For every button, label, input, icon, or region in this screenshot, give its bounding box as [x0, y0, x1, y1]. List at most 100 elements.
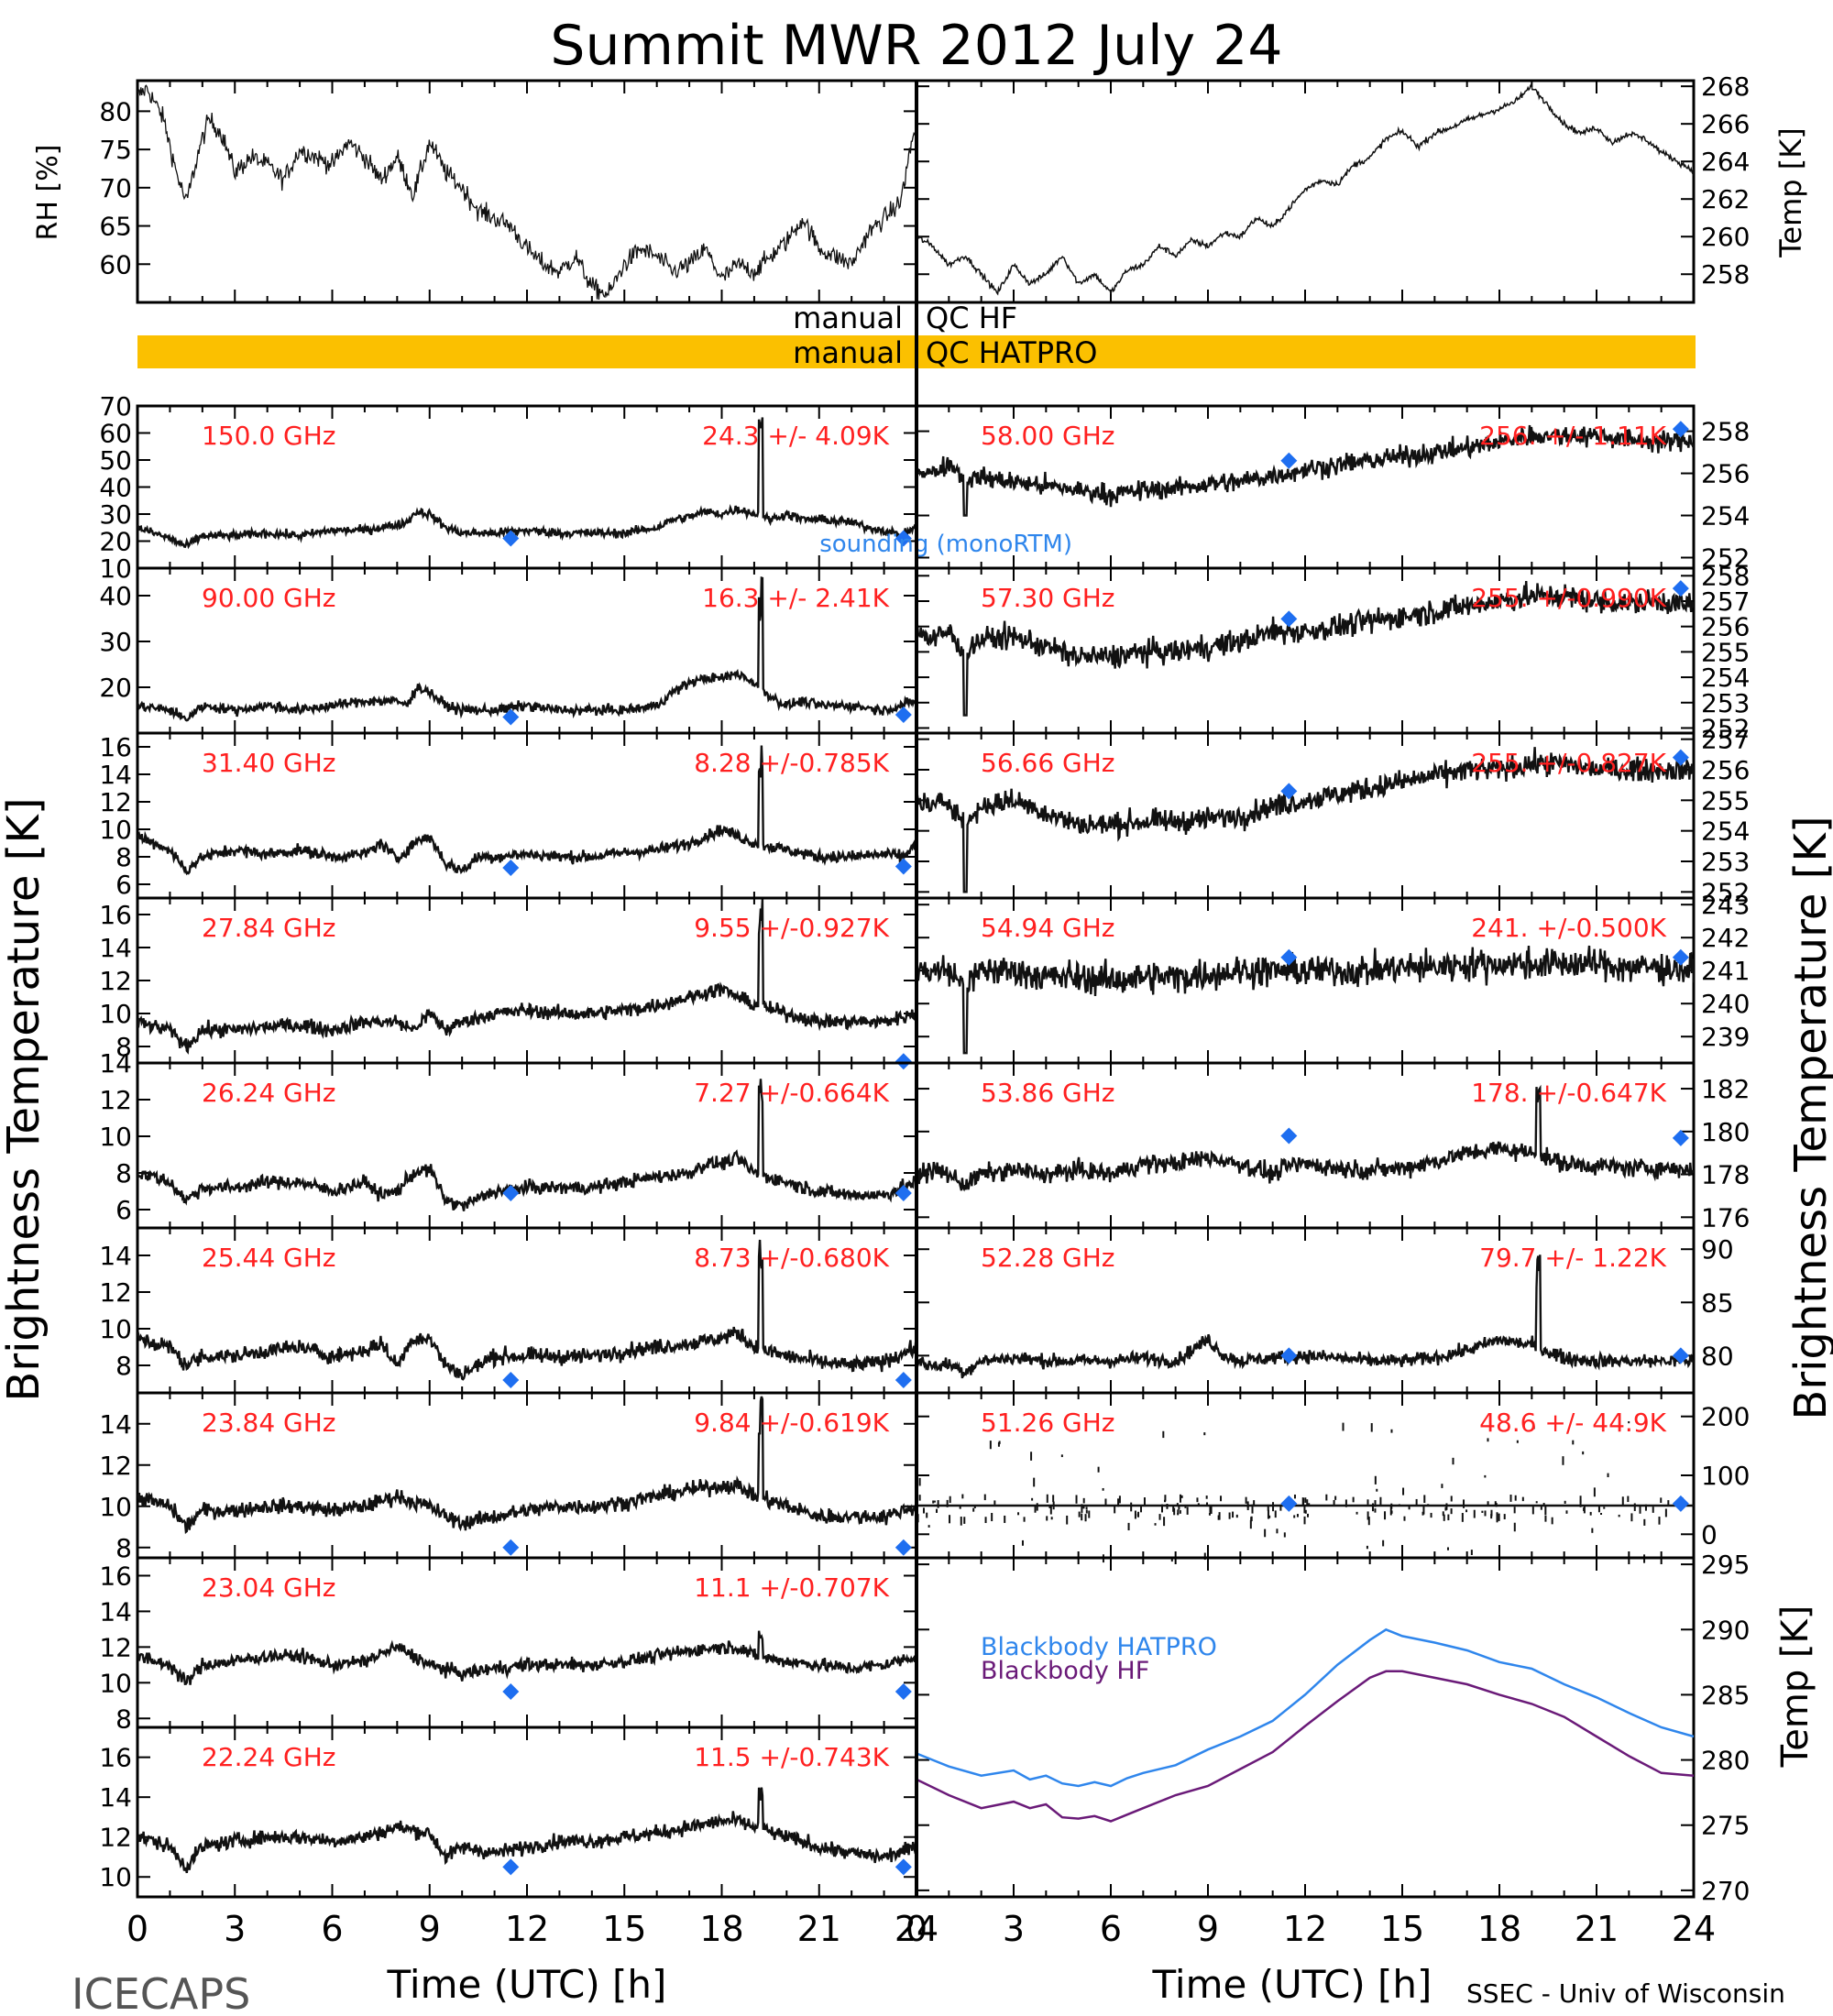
panel-tb5126-point [1304, 1497, 1307, 1503]
panel-tb5126-point [1173, 1507, 1176, 1516]
panel-tb5126-point [1136, 1513, 1139, 1517]
panel-tb5126-sounding-marker [1672, 1495, 1689, 1512]
panel-tb5126-point [1162, 1430, 1165, 1439]
panel-tb5126-point [1402, 1487, 1405, 1496]
x-tick-label-left: 18 [699, 1909, 743, 1949]
panel-tb5126-point [1036, 1503, 1038, 1511]
panel-tb5800-ytick-label: 256 [1701, 459, 1750, 489]
panel-tb5126-point [1249, 1519, 1252, 1529]
panel-tb5126-ytick-label: 0 [1701, 1519, 1718, 1550]
panel-tb5126-point [1196, 1497, 1199, 1503]
panel-tb5126-point [1540, 1505, 1542, 1510]
panel-tb5126-point [1465, 1509, 1468, 1513]
panel-tb5494-ytick-label: 243 [1701, 890, 1750, 920]
panel-tb5126-point [932, 1500, 935, 1504]
panel-tb5126-point [1461, 1513, 1464, 1522]
panel-tb5126-point [1264, 1528, 1267, 1538]
panel-tb5126-point [1535, 1501, 1538, 1504]
panel-tb90-stats-label: 16.3 +/- 2.41K [702, 583, 889, 613]
panel-tb5386-ytick-label: 176 [1701, 1202, 1750, 1233]
panel-tb5126-point [1496, 1515, 1498, 1523]
temp-panel-ytick-label: 260 [1701, 222, 1750, 252]
panel-tb2784-ytick-label: 14 [99, 933, 132, 963]
panel-tb5126-point [1447, 1514, 1450, 1521]
blackbody-panel-ytick-label: 275 [1701, 1811, 1750, 1841]
panel-tb5126-point [1667, 1500, 1670, 1507]
panel-tb5126-point [1066, 1515, 1069, 1525]
temp-panel-series-line [916, 82, 1694, 296]
panel-tb2544-ytick-label: 12 [99, 1277, 132, 1308]
panel-tb2304-sounding-marker [895, 1683, 912, 1701]
panel-tb150-ytick-label: 30 [99, 499, 132, 530]
panel-tb2624-sounding-marker [895, 1185, 912, 1201]
panel-tb5126-point [1179, 1510, 1181, 1514]
panel-tb5126-point [1630, 1513, 1633, 1522]
panel-tb5126-point [1140, 1506, 1143, 1513]
panel-tb5126-point [1450, 1496, 1453, 1502]
panel-tb2544-freq-label: 25.44 GHz [202, 1243, 336, 1273]
panel-tb5126-point [959, 1506, 961, 1509]
panel-tb5126-point [1209, 1506, 1212, 1513]
panel-tb2544-sounding-marker [502, 1372, 520, 1388]
panel-tb2384-ytick-label: 10 [99, 1492, 132, 1522]
panel-tb5126-point [1164, 1499, 1167, 1503]
panel-tb5126-point [1345, 1499, 1347, 1507]
panel-tb5126-point [1078, 1511, 1081, 1517]
panel-tb5126-point [1118, 1496, 1121, 1504]
panel-tb5126-point [1210, 1506, 1213, 1514]
panel-tb5126-point [1367, 1499, 1369, 1505]
panel-tb5126-point [1542, 1503, 1545, 1506]
panel-tb5126-point [1251, 1504, 1254, 1514]
panel-tb2304-stats-label: 11.1 +/-0.707K [694, 1572, 889, 1603]
panel-tb5126-point [1023, 1517, 1026, 1522]
panel-tb5126-point [1473, 1509, 1476, 1518]
footer-left: ICECAPS [71, 1969, 250, 2016]
footer-right: SSEC - Univ of Wisconsin [1466, 1978, 1785, 2009]
panel-tb5126-point [960, 1517, 962, 1526]
panel-tb5126-ytick-label: 100 [1701, 1461, 1750, 1491]
x-tick-label-left: 0 [126, 1909, 148, 1949]
panel-tb5126-point [1306, 1499, 1309, 1506]
temp-panel-ytick-label: 268 [1701, 71, 1750, 102]
panel-tb5494-sounding-marker [1280, 948, 1298, 966]
panel-tb2544-ytick-label: 10 [99, 1314, 132, 1344]
axis-labels: RH [%] Temp [K] Temp [K] 0 0 3 3 6 6 9 9 12 12 15 15 18… [0, 127, 1833, 2007]
panel-tb5730-ytick-label: 256 [1701, 612, 1750, 642]
panel-tb3140-ytick-label: 16 [99, 732, 132, 762]
panel-tb5494-stats-label: 241. +/-0.500K [1471, 913, 1666, 943]
blackbody-panel-ytick-label: 270 [1701, 1876, 1750, 1906]
panel-tb5126-point [1143, 1497, 1146, 1507]
x-tick-label-right: 12 [1283, 1909, 1327, 1949]
panel-tb2544-ytick-label: 8 [115, 1351, 132, 1381]
panel-tb5126-point [1232, 1511, 1235, 1518]
panel-tb5730-ytick-label: 258 [1701, 561, 1750, 591]
panel-tb5126-point [1102, 1487, 1104, 1491]
panel-tb5126-point [1158, 1514, 1161, 1520]
panel-tb5126-point [927, 1525, 930, 1528]
panel-tb5126-point [983, 1494, 986, 1501]
panel-tb3140-sounding-marker [502, 860, 520, 876]
panel-tb5126-point [1579, 1499, 1582, 1507]
temp-axis-label: Temp [K] [1773, 127, 1808, 257]
panel-tb150-ytick-label: 70 [99, 391, 132, 422]
panel-tb5228-ytick-label: 80 [1701, 1341, 1734, 1371]
panel-tb5730-stats-label: 255. +/-0.990K [1471, 583, 1666, 613]
panel-tb5126-point [1048, 1505, 1051, 1508]
panel-tb5126-point [1374, 1500, 1377, 1507]
x-tick-label-right: 3 [1003, 1909, 1025, 1949]
panel-tb5494-ytick-label: 240 [1701, 989, 1750, 1019]
panel-tb5228-sounding-marker [1672, 1347, 1689, 1364]
panel-tb5126-point [1308, 1503, 1311, 1506]
panel-tb5126-point [1660, 1497, 1663, 1503]
panel-tb2304-series-line [137, 1630, 916, 1686]
panel-tb5666-sounding-marker [1280, 783, 1298, 800]
panel-tb5126-point [984, 1517, 987, 1524]
panel-tb90-ytick-label: 30 [99, 627, 132, 657]
panel-tb5126-point [1176, 1503, 1179, 1506]
panel-tb5126-point [1415, 1498, 1418, 1507]
panel-tb5228-sounding-marker [1280, 1347, 1298, 1364]
panel-tb150-sounding-marker [502, 530, 520, 547]
panel-tb90-series-line [137, 575, 916, 722]
panel-tb5126-point [1374, 1475, 1377, 1485]
panel-tb5126-point [1644, 1504, 1647, 1511]
